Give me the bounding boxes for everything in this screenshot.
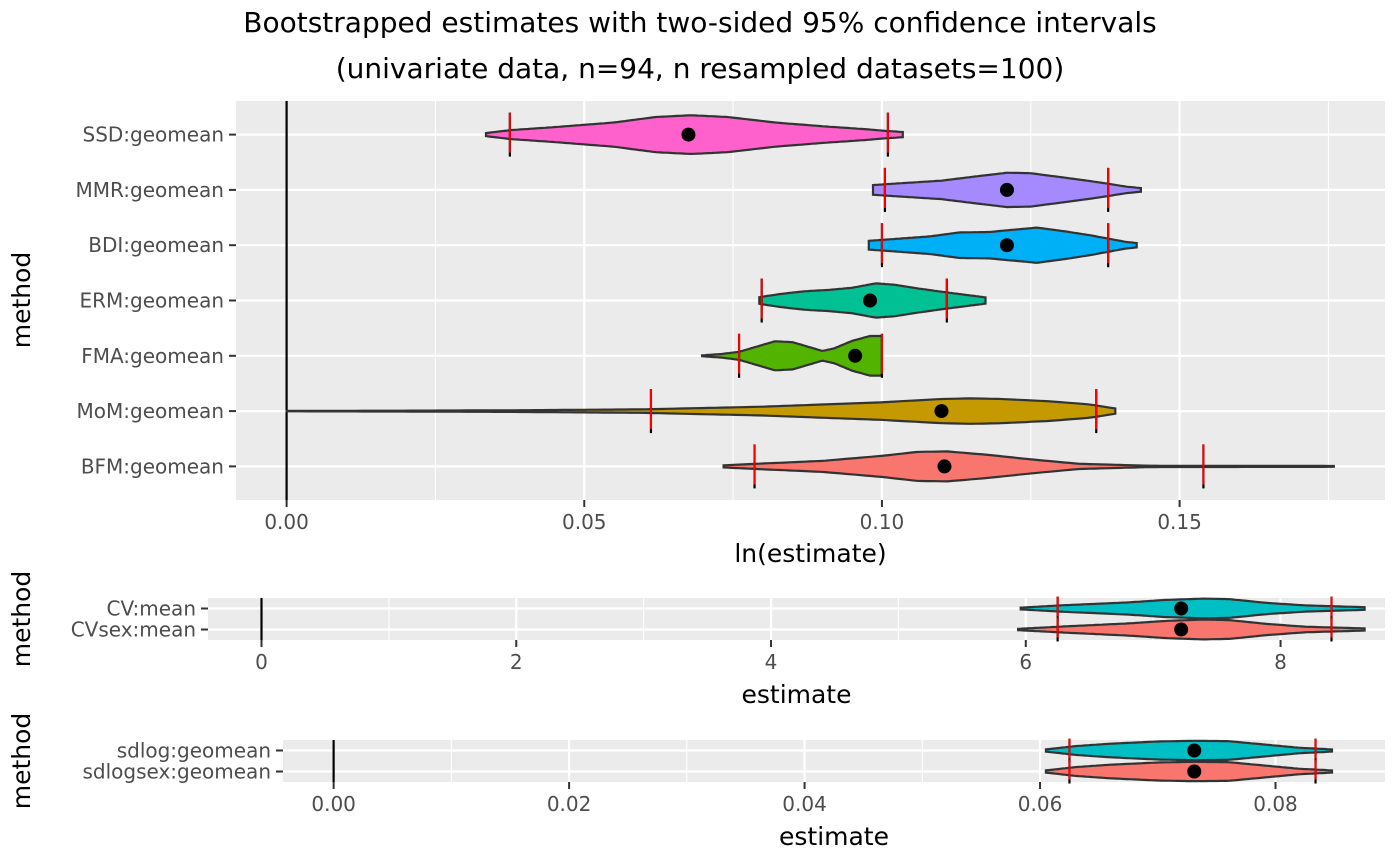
y-axis-title: method bbox=[7, 713, 36, 810]
y-tick-label: CVsex:mean bbox=[71, 618, 196, 642]
point-estimate bbox=[1174, 622, 1189, 637]
violin-cvsex-mean bbox=[1017, 618, 1366, 641]
y-tick-label: BDI:geomean bbox=[88, 233, 224, 257]
x-tick-label: 0.10 bbox=[860, 510, 905, 534]
x-tick-label: 0.15 bbox=[1157, 510, 1202, 534]
x-tick-label: 0.08 bbox=[1253, 792, 1298, 816]
point-estimate bbox=[1187, 743, 1202, 758]
x-tick-label: 0.06 bbox=[1018, 792, 1063, 816]
x-tick-label: 0.00 bbox=[311, 792, 356, 816]
point-estimate bbox=[848, 348, 863, 363]
point-estimate bbox=[934, 404, 949, 419]
y-tick-label: sdlog:geomean bbox=[117, 739, 271, 763]
y-tick-label: FMA:geomean bbox=[81, 344, 224, 368]
y-tick-label: BFM:geomean bbox=[81, 454, 224, 478]
y-tick-label: CV:mean bbox=[107, 597, 196, 621]
x-tick-label: 8 bbox=[1274, 650, 1287, 674]
panel-1: SSD:geomean MMR:geomean BDI:geomean ERM:geo… bbox=[7, 101, 1385, 568]
x-axis-title: estimate bbox=[741, 680, 851, 709]
y-tick-label: MoM:geomean bbox=[77, 399, 224, 423]
x-tick-label: 0.00 bbox=[264, 510, 309, 534]
y-tick-label: sdlogsex:geomean bbox=[82, 760, 271, 784]
x-tick-label: 2 bbox=[510, 650, 523, 674]
chart-title-line-1: Bootstrapped estimates with two-sided 95… bbox=[243, 6, 1156, 39]
point-estimate bbox=[999, 182, 1014, 197]
x-tick-label: 0.05 bbox=[562, 510, 607, 534]
x-tick-label: 4 bbox=[765, 650, 778, 674]
x-tick-label: 0.02 bbox=[547, 792, 592, 816]
x-tick-label: 6 bbox=[1019, 650, 1032, 674]
y-tick-label: SSD:geomean bbox=[83, 123, 224, 147]
y-tick-label: MMR:geomean bbox=[76, 178, 225, 202]
violin-cv-mean bbox=[1019, 597, 1366, 620]
chart-title-line-2: (univariate data, n=94, n resampled data… bbox=[336, 52, 1065, 85]
point-estimate bbox=[681, 127, 696, 142]
x-tick-label: 0.04 bbox=[782, 792, 827, 816]
point-estimate bbox=[1174, 601, 1189, 616]
violin-mom-geomean bbox=[285, 397, 1117, 425]
y-axis-title: method bbox=[7, 252, 36, 349]
violin-bfm-geomean bbox=[722, 450, 1335, 483]
point-estimate bbox=[863, 293, 878, 308]
x-axis-title: ln(estimate) bbox=[734, 539, 886, 568]
point-estimate bbox=[999, 238, 1014, 253]
point-estimate bbox=[1187, 764, 1202, 779]
x-axis-title: estimate bbox=[779, 822, 889, 851]
y-axis-title: method bbox=[7, 571, 36, 668]
point-estimate bbox=[937, 459, 952, 474]
x-tick-label: 0 bbox=[255, 650, 268, 674]
panels: SSD:geomean MMR:geomean BDI:geomean ERM:geo… bbox=[7, 101, 1385, 851]
y-tick-label: ERM:geomean bbox=[80, 289, 224, 313]
